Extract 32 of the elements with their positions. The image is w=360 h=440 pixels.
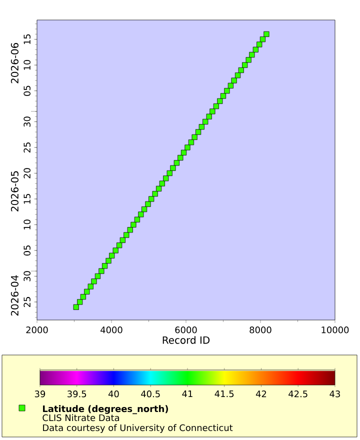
color-bar-label: 39 [34,390,46,398]
color-bar-label: 42 [256,390,266,398]
y-tick-label: 10 [24,220,30,230]
x-tick-label: 2000 [26,326,48,334]
x-tick-label: 4000 [100,326,122,334]
y-tick-label: 15 [24,194,30,204]
y-tick-label: 10 [24,60,30,70]
x-axis-title: Record ID [162,336,210,344]
y-tick-label: 30 [24,271,30,282]
color-bar-label: 41 [182,390,192,398]
color-bar-label: 40.5 [141,390,160,398]
x-tick-label: 8000 [250,326,272,334]
x-tick-label: 6000 [175,326,197,334]
y2-tick-label: 2026-04 [10,275,18,316]
color-bar-label: 43 [330,390,340,398]
y-tick-label: 20 [24,168,30,178]
text: Data courtesy of University of Connecticut [43,424,233,433]
y2-tick-label: 2026-06 [10,42,18,84]
y-tick-label: 05 [24,246,30,256]
x-tick-label: 10000 [322,326,349,334]
color-bar-label: 42.5 [288,390,308,398]
y-tick-label: 25 [24,297,30,308]
text: CLIS Nitrate Data [42,414,120,422]
color-bar-label: 40 [108,390,119,398]
y-tick-label: 05 [24,86,30,96]
color-bar-label: 41.5 [214,390,234,398]
y-tick-label: 25 [24,142,30,153]
y2-tick-label: 2026-05 [10,171,18,212]
y-tick-label: 15 [24,34,30,44]
y-tick-label: 30 [24,116,30,127]
color-bar-label: 39.5 [68,390,86,398]
color-bar-title: Latitude (degrees_north) [43,405,168,414]
